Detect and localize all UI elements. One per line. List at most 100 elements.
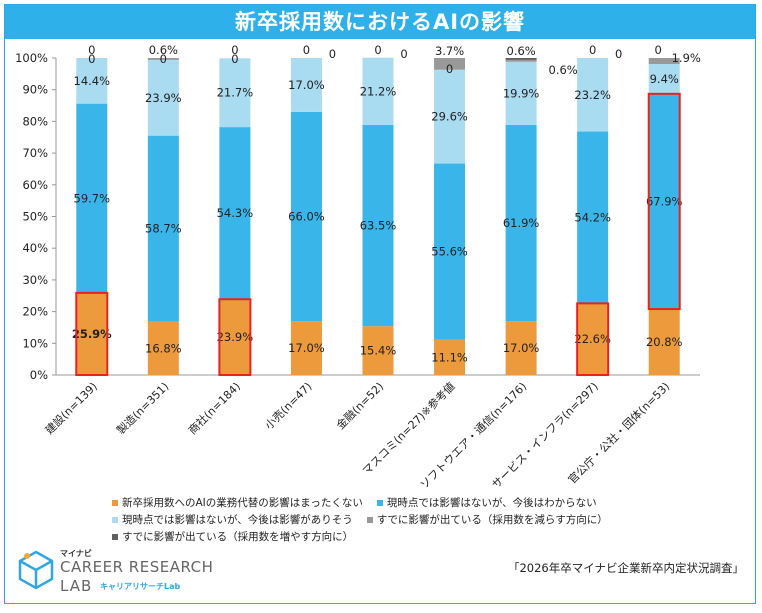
legend-swatch-s4 [366, 516, 373, 523]
bar-segment-3 [434, 69, 466, 164]
legend-item-s4: すでに影響が出ている（採用数を減らす方向に） [366, 512, 608, 527]
bar-segment-2 [290, 111, 322, 322]
bar-segment-3 [147, 59, 179, 136]
data-label: 0.6% [549, 63, 578, 77]
bar-segment-1 [76, 292, 108, 375]
y-tick-label: 70% [22, 146, 48, 160]
cube-logo-icon [18, 550, 54, 590]
bar-segment-2 [76, 103, 108, 293]
highlight-box [75, 291, 109, 376]
data-label: 61.9% [503, 216, 540, 230]
legend-row: 現時点では影響はないが、今後は影響がありそう すでに影響が出ている（採用数を減ら… [112, 511, 672, 528]
y-tick-label: 10% [22, 336, 48, 350]
bar-segment-2 [219, 127, 251, 300]
data-label: 0 [589, 43, 596, 57]
bar-segment-2 [648, 93, 680, 310]
logo-kana: キャリアリサーチLab [100, 582, 181, 591]
data-label: 0 [615, 47, 622, 61]
bar-segment-1 [362, 326, 394, 375]
source-note: 「2026年卒マイナビ企業新卒内定状況調査」 [507, 561, 744, 575]
data-label: 0 [231, 43, 238, 57]
y-tick-label: 100% [15, 51, 48, 65]
data-label: 25.9% [72, 327, 112, 341]
bar-segment-3 [362, 57, 394, 125]
legend-swatch-s3 [112, 516, 118, 523]
bar-segment-2 [505, 124, 537, 322]
y-tick-label: 20% [22, 305, 48, 319]
data-label: 0 [88, 52, 95, 66]
bar-segment-2 [434, 163, 466, 340]
data-label: 67.9% [646, 194, 683, 208]
data-label: 54.2% [574, 210, 611, 224]
bar-segment-4 [434, 58, 466, 70]
logo-mynavi: マイナビ [60, 549, 92, 558]
x-tick-label: 小売(n=47) [262, 380, 314, 432]
data-label: 54.3% [217, 206, 254, 220]
bar-segment-4 [648, 58, 680, 65]
bar-segment-4 [147, 58, 179, 60]
x-tick-label: 建設(n=139) [42, 379, 100, 437]
data-label: 14.4% [74, 74, 111, 88]
data-label: 0 [303, 43, 310, 57]
data-label: 0 [231, 52, 238, 66]
data-label: 0.6% [507, 44, 536, 58]
legend-row: 新卒採用数へのAIの業務代替の影響はまったくない 現時点では影響はないが、今後は… [112, 494, 672, 511]
bar-segment-5 [505, 58, 537, 60]
y-tick-label: 40% [22, 241, 48, 255]
bar-segment-4 [505, 59, 537, 62]
data-label: 15.4% [360, 344, 397, 358]
data-label: 23.2% [574, 88, 611, 102]
bar-segment-1 [147, 321, 179, 375]
y-tick-label: 0% [30, 368, 48, 382]
logo-lab: LAB [60, 577, 93, 595]
bar-segment-3 [577, 58, 609, 132]
data-label: 20.8% [646, 335, 683, 349]
data-label: 55.6% [431, 245, 468, 259]
legend-label-s2: 現時点では影響はないが、今後はわからない [386, 497, 597, 509]
data-label: 63.5% [360, 219, 397, 233]
data-label: 17.0% [503, 341, 540, 355]
data-label: 58.7% [145, 222, 182, 236]
legend-label-s4: すでに影響が出ている（採用数を減らす方向に） [376, 514, 608, 526]
bar-segment-3 [76, 58, 108, 104]
bar-segment-1 [219, 299, 251, 375]
legend-label-s5: すでに影響が出ている（採用数を増やす方向に） [122, 531, 354, 543]
bar-segment-3 [505, 61, 537, 125]
y-tick-label: 30% [22, 273, 48, 287]
y-tick-label: 80% [22, 114, 48, 128]
data-label: 3.7% [435, 44, 464, 58]
data-label: 19.9% [503, 86, 540, 100]
data-label: 16.8% [145, 341, 182, 355]
data-label: 11.1% [431, 350, 468, 364]
bar-segment-1 [648, 309, 680, 375]
data-label: 59.7% [74, 191, 111, 205]
y-tick-label: 60% [22, 178, 48, 192]
bar-segment-3 [219, 58, 251, 128]
data-label: 23.9% [217, 330, 254, 344]
legend-swatch-s5 [112, 533, 118, 540]
legend-label-s3: 現時点では影響はないが、今後は影響がありそう [122, 514, 353, 526]
highlight-box [647, 92, 681, 311]
highlight-box [218, 298, 252, 376]
data-label: 0 [400, 47, 407, 61]
legend-item-s5: すでに影響が出ている（採用数を増やす方向に） [112, 529, 353, 544]
data-label: 17.0% [288, 341, 325, 355]
bar-segment-3 [648, 64, 680, 94]
bar-segment-3 [290, 58, 322, 112]
data-label: 1.9% [672, 51, 701, 65]
data-label: 0 [655, 43, 662, 57]
legend-swatch-s1 [112, 499, 118, 506]
data-label: 0.6% [149, 43, 178, 57]
data-label: 0 [160, 52, 167, 66]
legend-item-s3: 現時点では影響はないが、今後は影響がありそう [112, 512, 353, 527]
bar-segment-1 [505, 321, 537, 375]
data-label: 0 [446, 62, 453, 76]
bar-segment-2 [362, 124, 394, 327]
data-label: 22.6% [574, 332, 611, 346]
data-label: 0 [374, 43, 381, 57]
bar-segment-2 [147, 135, 179, 322]
highlight-box [576, 302, 610, 376]
data-label: 21.7% [217, 86, 254, 100]
data-label: 23.9% [145, 91, 182, 105]
